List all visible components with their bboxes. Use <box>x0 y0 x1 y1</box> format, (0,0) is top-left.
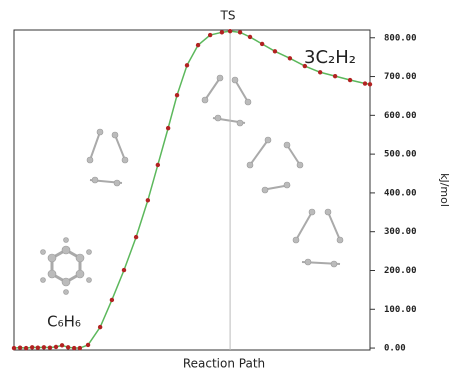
y-tick-label: 800.00 <box>384 33 417 43</box>
y-tick-label: 300.00 <box>384 227 417 237</box>
point <box>363 81 367 85</box>
y-tick-label: 500.00 <box>384 150 417 160</box>
molecule-cluster <box>87 129 128 186</box>
point <box>260 42 264 46</box>
point <box>72 346 76 350</box>
annotation: C₆H₆ <box>47 313 81 331</box>
point <box>166 126 170 130</box>
point <box>12 346 16 350</box>
point <box>288 56 292 60</box>
point <box>185 63 189 67</box>
point <box>24 346 28 350</box>
x-axis-label: Reaction Path <box>183 357 265 371</box>
point <box>66 345 70 349</box>
point <box>368 82 372 86</box>
molecule-benzene <box>41 238 92 295</box>
line <box>14 31 370 348</box>
point <box>18 345 22 349</box>
point <box>228 29 232 33</box>
point <box>208 33 212 37</box>
point <box>146 198 150 202</box>
annotation: TS <box>220 9 236 23</box>
point <box>98 325 102 329</box>
point <box>134 235 138 239</box>
point <box>42 345 46 349</box>
y-tick-label: 0.00 <box>384 344 406 354</box>
point <box>78 346 82 350</box>
molecule-cluster <box>293 209 343 267</box>
point <box>86 343 90 347</box>
point <box>156 163 160 167</box>
point <box>122 268 126 272</box>
point <box>48 345 52 349</box>
point <box>318 70 322 74</box>
point <box>175 93 179 97</box>
point <box>248 35 252 39</box>
y-tick-label: 400.00 <box>384 188 417 198</box>
point <box>238 30 242 34</box>
point <box>30 345 34 349</box>
y-tick-label: 600.00 <box>384 111 417 121</box>
molecule-cluster <box>202 75 251 126</box>
point <box>60 343 64 347</box>
point <box>196 43 200 47</box>
y-tick-label: 200.00 <box>384 266 417 276</box>
point <box>110 298 114 302</box>
annotation: 3C₂H₂ <box>304 47 356 68</box>
point <box>36 345 40 349</box>
point <box>273 49 277 53</box>
point <box>220 30 224 34</box>
point <box>303 64 307 68</box>
point <box>54 345 58 349</box>
molecule-cluster <box>247 137 303 193</box>
chart: TS 3C₂H₂ C₆H₆ Reaction Path kJ/mol 0.00 1… <box>0 0 454 372</box>
plot-frame <box>14 30 370 350</box>
y-axis-label: kJ/mol <box>438 173 451 207</box>
point <box>333 74 337 78</box>
y-tick-label: 700.00 <box>384 72 417 82</box>
y-tick-label: 100.00 <box>384 305 417 315</box>
point <box>348 78 352 82</box>
